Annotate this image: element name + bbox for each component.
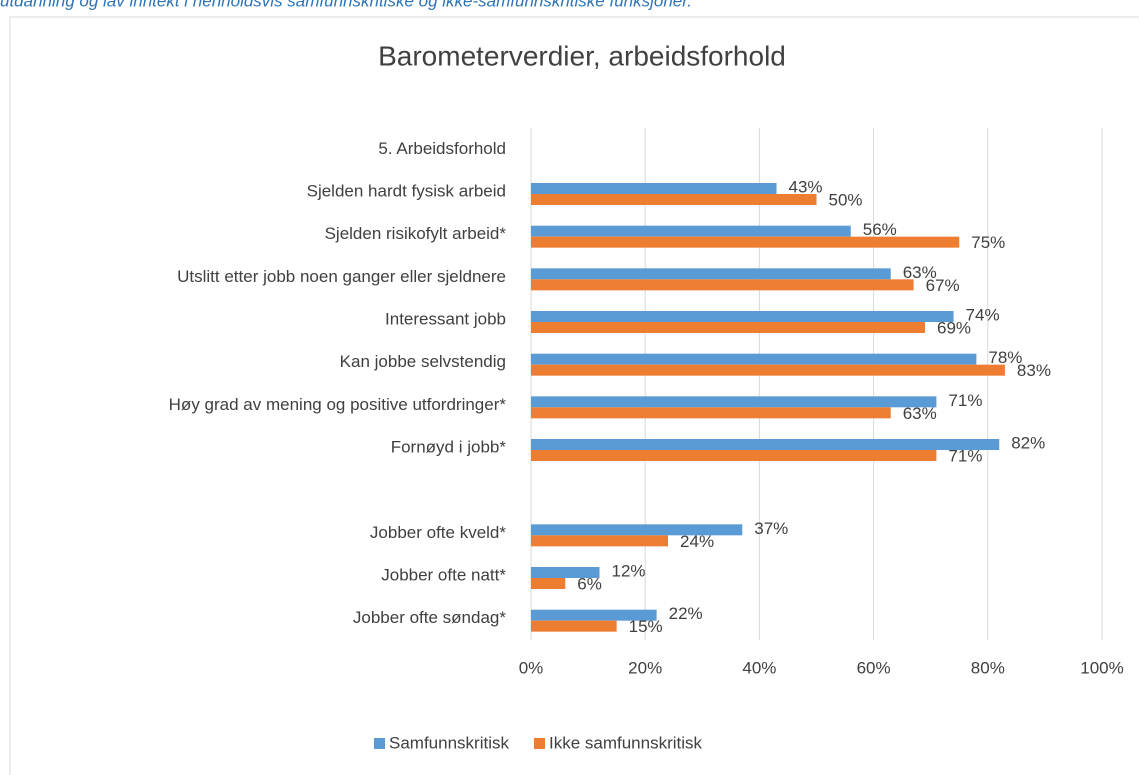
- bar: [531, 236, 960, 248]
- bar: [531, 225, 851, 237]
- bar: [531, 407, 891, 419]
- bar: [531, 567, 600, 578]
- bar: [531, 439, 1000, 450]
- bar: [531, 450, 937, 461]
- legend-swatch: [374, 738, 385, 749]
- bar: [531, 279, 914, 291]
- x-tick-label: 80%: [971, 658, 1005, 677]
- bar: [531, 364, 1005, 376]
- y-tick-label: Jobber ofte kveld*: [370, 523, 506, 542]
- bar: [531, 353, 977, 365]
- y-tick-label: Jobber ofte natt*: [381, 565, 506, 584]
- legend-swatch: [533, 738, 545, 749]
- x-tick-label: 40%: [742, 658, 776, 677]
- data-label: 63%: [903, 263, 937, 282]
- data-label: 43%: [789, 177, 823, 196]
- y-tick-label: Fornøyd i jobb*: [391, 437, 507, 456]
- y-tick-label: Jobber ofte søndag*: [353, 608, 506, 627]
- y-tick-label: Utslitt etter jobb noen ganger eller sje…: [177, 267, 506, 286]
- bar: [531, 524, 743, 536]
- y-tick-label: Høy grad av mening og positive utfordrin…: [169, 395, 507, 414]
- bar: [531, 194, 817, 205]
- data-label: 63%: [903, 404, 937, 423]
- data-label: 50%: [829, 190, 863, 209]
- data-label: 15%: [629, 617, 663, 636]
- caption: utdanning og lav inntekt i henholdsvis s…: [0, 0, 692, 10]
- data-label: 74%: [966, 305, 1000, 324]
- bar: [531, 620, 617, 632]
- y-tick-label: Sjelden hardt fysisk arbeid: [307, 181, 506, 200]
- data-label: 71%: [948, 446, 982, 465]
- y-tick-label: Interessant jobb: [385, 309, 506, 328]
- bar: [531, 311, 954, 322]
- data-label: 6%: [577, 574, 602, 593]
- data-label: 78%: [988, 348, 1022, 367]
- data-label: 82%: [1011, 433, 1045, 452]
- x-tick-label: 0%: [519, 658, 544, 677]
- y-tick-label: Kan jobbe selvstendig: [340, 352, 506, 371]
- data-label: 83%: [1017, 361, 1051, 380]
- bar: [531, 322, 925, 333]
- legend-label: Ikke samfunnskritisk: [549, 733, 703, 752]
- data-label: 24%: [680, 532, 714, 551]
- data-label: 69%: [937, 318, 971, 337]
- bar: [531, 396, 937, 408]
- data-label: 22%: [669, 604, 703, 623]
- data-label: 37%: [754, 519, 788, 538]
- bar: [531, 268, 891, 280]
- data-label: 71%: [948, 391, 982, 410]
- data-label: 75%: [971, 233, 1005, 252]
- legend-label: Samfunnskritisk: [389, 733, 509, 752]
- data-label: 67%: [926, 276, 960, 295]
- bar: [531, 609, 657, 621]
- x-tick-label: 20%: [628, 658, 662, 677]
- data-label: 12%: [612, 561, 646, 580]
- chart-title: Barometerverdier, arbeidsforhold: [378, 40, 786, 71]
- y-tick-label: Sjelden risikofylt arbeid*: [325, 224, 507, 243]
- x-tick-label: 60%: [857, 658, 891, 677]
- bar: [531, 535, 669, 547]
- x-tick-label: 100%: [1080, 658, 1123, 677]
- y-tick-label: 5. Arbeidsforhold: [378, 139, 506, 158]
- chart-frame: [9, 16, 1139, 775]
- data-label: 56%: [863, 220, 897, 239]
- bar: [531, 183, 777, 194]
- bar: [531, 578, 566, 589]
